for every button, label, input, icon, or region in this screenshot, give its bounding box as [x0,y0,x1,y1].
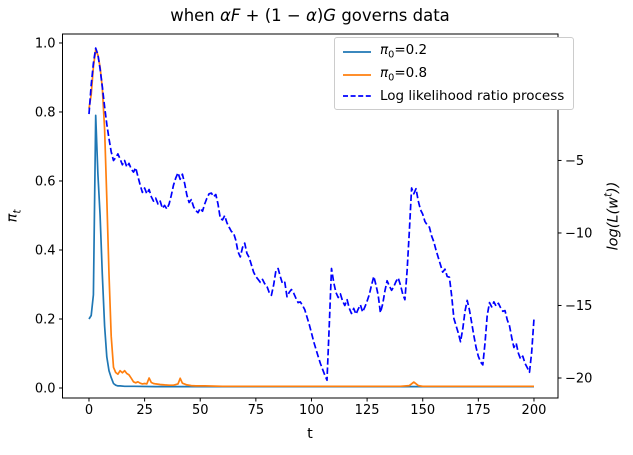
y-left-tick-label: 0.6 [35,174,56,189]
text-part: π [380,64,389,81]
legend-item: π0=0.2 [342,42,564,61]
x-tick-label: 50 [192,403,209,418]
series-line [88,114,534,388]
x-tick-label: 200 [522,403,547,418]
y-left-tick-label: 1.0 [35,36,56,51]
y-axis-label-left: πt [5,210,24,223]
text-part: ) [316,6,324,25]
text-part: α [305,6,317,25]
legend-item-label: π0=0.8 [380,64,428,84]
text-part: t [11,209,24,214]
x-tick-label: 150 [410,403,435,418]
chart-title: when αF + (1 − α)G governs data [62,6,558,25]
x-tick-label: 100 [299,403,324,418]
y-left-tick-label: 0.2 [35,312,56,327]
y-left-tick-label: 0.4 [35,243,56,258]
y-axis-label-right: log(L(wt)) [603,182,622,251]
legend-item: Log likelihood ratio process [342,87,565,105]
series-line [88,49,534,388]
text-part: =0.2 [394,42,428,58]
text-part: G [323,6,337,25]
y-right-tick-label: −10 [565,226,592,241]
text-part: =0.8 [394,64,428,81]
legend-item-label: Log likelihood ratio process [380,87,565,105]
y-right-tick-label: −5 [565,154,584,169]
y-left-tick-label: 0.0 [35,381,56,396]
legend: π0=0.2 π0=0.8 Log likelihood ratio process [334,37,575,111]
text-part: π [4,213,21,223]
text-part: log(L(w [605,197,622,251]
legend-line-sample [343,51,371,53]
y-left-tick-label: 0.8 [35,105,56,120]
legend-item-label: π0=0.2 [380,42,428,61]
series-dashed-line [88,47,535,382]
y-right-tick-label: −20 [565,371,592,386]
text-part: + (1 − [240,6,306,25]
x-tick-label: 175 [466,403,491,418]
text-part: Log likelihood ratio process [380,87,565,104]
y-right-tick-label: −15 [565,299,592,314]
legend-item: π0=0.8 [342,64,564,84]
text-part: when [170,6,221,25]
axes-spines [62,33,559,399]
text-part: αF [220,6,241,25]
text-part: t [602,192,615,198]
legend-line-sample [343,95,371,98]
text-part: 0 [388,72,395,84]
x-axis-label: t [307,426,313,442]
legend-line-sample [343,73,371,76]
text-part: governs data [336,6,450,25]
text-part: )) [605,181,622,193]
text-part: 0 [388,49,395,61]
x-tick-label: 125 [355,403,380,418]
x-tick-label: 25 [136,403,153,418]
x-tick-label: 0 [85,403,93,418]
text-part: π [380,42,389,58]
x-tick-label: 75 [248,403,265,418]
